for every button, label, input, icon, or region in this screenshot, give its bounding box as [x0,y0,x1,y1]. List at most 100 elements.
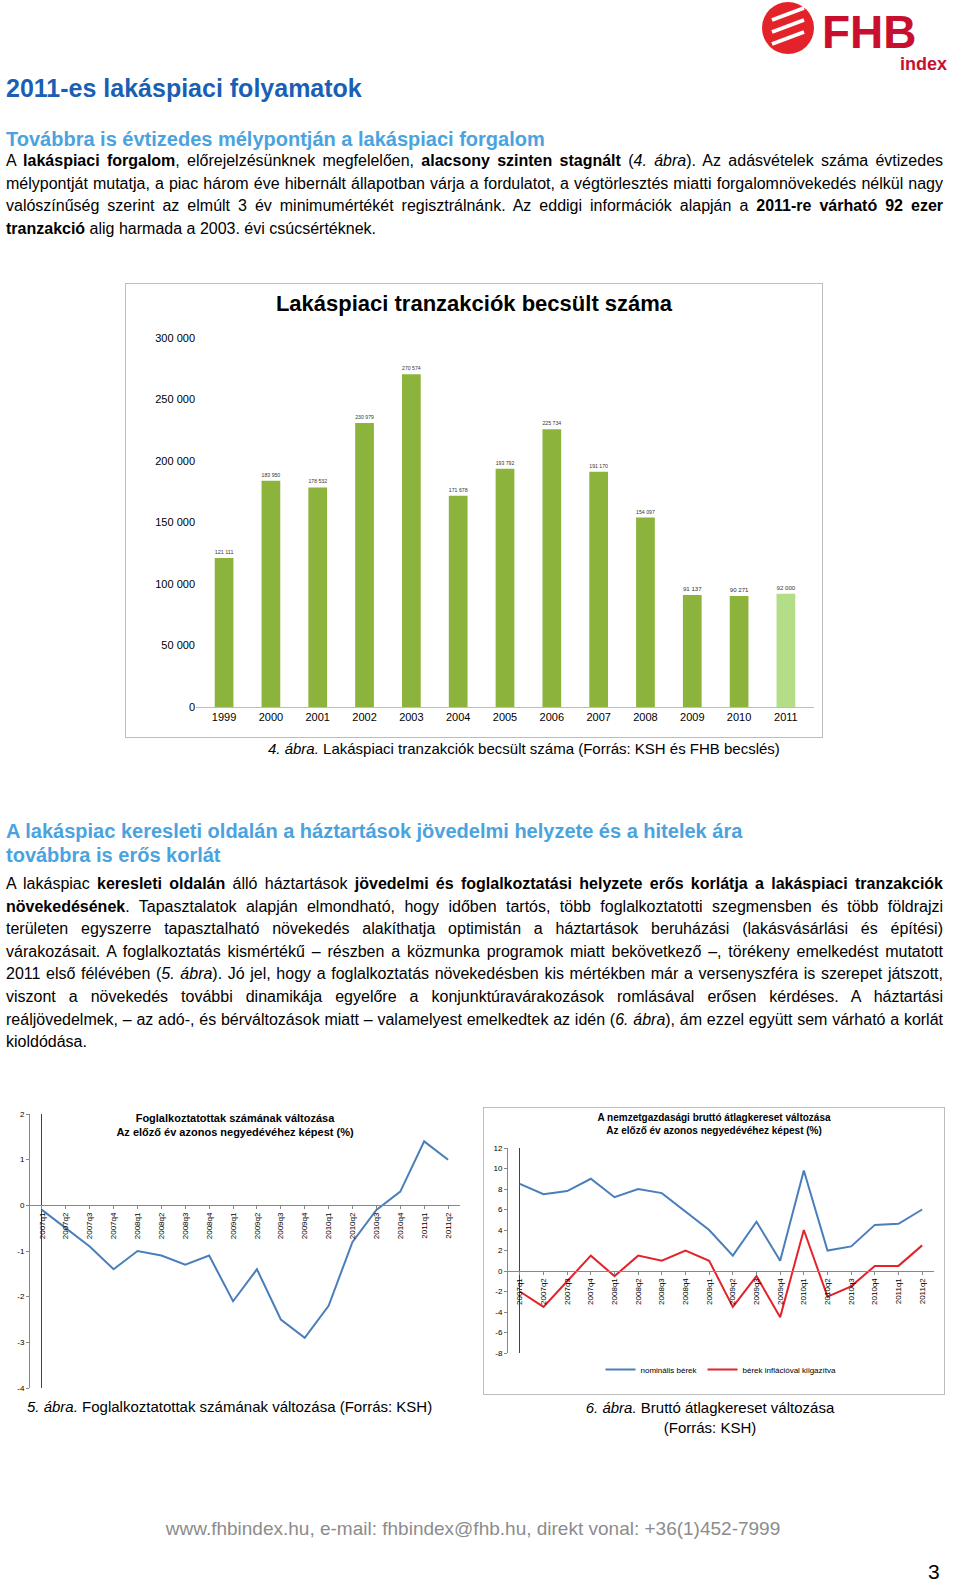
svg-text:2006: 2006 [540,711,564,723]
svg-text:2010q3: 2010q3 [847,1278,856,1305]
svg-text:10: 10 [493,1164,502,1173]
svg-text:0: 0 [498,1267,503,1276]
svg-text:-8: -8 [495,1349,503,1358]
svg-text:2007q1: 2007q1 [515,1278,524,1305]
svg-text:2010q2: 2010q2 [823,1278,832,1305]
svg-text:2007q1: 2007q1 [38,1212,47,1239]
svg-text:2007q3: 2007q3 [85,1212,94,1239]
svg-text:1999: 1999 [212,711,236,723]
svg-text:2010: 2010 [727,711,751,723]
svg-text:270 574: 270 574 [402,365,421,371]
html-text:Továbbra is évtizedes mélypont: Továbbra is évtizedes mélypontján a laká… [6,128,545,150]
svg-text:2008q1: 2008q1 [133,1212,142,1239]
svg-text:2007q4: 2007q4 [586,1278,595,1305]
svg-text:300 000: 300 000 [155,332,195,344]
svg-text:2008q3: 2008q3 [181,1212,190,1239]
svg-text:2009q1: 2009q1 [229,1212,238,1239]
svg-text:2009q3: 2009q3 [752,1278,761,1305]
svg-text:2010q1: 2010q1 [324,1212,333,1239]
svg-text:2007q2: 2007q2 [539,1278,548,1305]
svg-text:1: 1 [20,1155,25,1164]
html-text:A lakáspiac keresleti oldalán: A lakáspiac keresleti oldalán a háztartá… [6,820,743,842]
svg-text:178 532: 178 532 [308,478,327,484]
svg-text:Lakáspiaci tranzakciók becsült: Lakáspiaci tranzakciók becsült száma [276,291,673,316]
svg-text:2008q3: 2008q3 [657,1278,666,1305]
svg-text:2010q4: 2010q4 [870,1278,879,1305]
svg-text:2007q4: 2007q4 [109,1212,118,1239]
svg-text:0: 0 [189,701,195,713]
svg-text:-4: -4 [495,1308,503,1317]
html-text:A lakáspiac keresleti oldalán: A lakáspiac keresleti oldalán álló házta… [6,875,943,1051]
svg-text:2011q2: 2011q2 [444,1212,453,1239]
svg-text:191 170: 191 170 [589,463,608,469]
svg-text:index: index [900,54,947,74]
svg-text:2005: 2005 [493,711,517,723]
svg-text:2008q2: 2008q2 [634,1278,643,1305]
svg-text:2009: 2009 [680,711,704,723]
svg-text:2008q4: 2008q4 [205,1212,214,1239]
svg-text:2008q1: 2008q1 [610,1278,619,1305]
svg-text:12: 12 [493,1144,502,1153]
svg-text:2008: 2008 [633,711,657,723]
svg-text:6: 6 [498,1205,503,1214]
svg-text:2011: 2011 [774,711,798,723]
svg-text:2009q2: 2009q2 [253,1212,262,1239]
svg-text:FHB: FHB [822,6,917,58]
svg-text:2011q1: 2011q1 [894,1278,903,1305]
svg-text:193 792: 193 792 [496,460,515,466]
svg-text:150 000: 150 000 [155,516,195,528]
svg-text:-3: -3 [17,1338,25,1347]
svg-text:2009q2: 2009q2 [728,1278,737,1305]
svg-text:2010q3: 2010q3 [372,1212,381,1239]
svg-text:200 000: 200 000 [155,455,195,467]
svg-text:2009q4: 2009q4 [300,1212,309,1239]
html-text:2011-es lakáspiaci folyamatok: 2011-es lakáspiaci folyamatok [6,74,362,102]
svg-text:2010q4: 2010q4 [396,1212,405,1239]
svg-text:2011q2: 2011q2 [918,1278,927,1305]
svg-text:171 678: 171 678 [449,487,468,493]
svg-text:154 097: 154 097 [636,509,655,515]
svg-text:121 111: 121 111 [215,549,234,555]
svg-text:2002: 2002 [352,711,376,723]
svg-text:-2: -2 [17,1292,25,1301]
svg-text:2007: 2007 [586,711,610,723]
svg-text:2007q3: 2007q3 [563,1278,572,1305]
svg-text:2: 2 [498,1246,503,1255]
svg-text:2009q3: 2009q3 [276,1212,285,1239]
svg-text:-1: -1 [17,1247,25,1256]
svg-text:2010q2: 2010q2 [348,1212,357,1239]
svg-text:2009q1: 2009q1 [705,1278,714,1305]
svg-text:bérek inflációval kiigazítva: bérek inflációval kiigazítva [743,1366,836,1375]
svg-text:92 000: 92 000 [777,584,796,591]
svg-text:2007q2: 2007q2 [61,1212,70,1239]
svg-text:2009q4: 2009q4 [776,1278,785,1305]
svg-text:2008q4: 2008q4 [681,1278,690,1305]
svg-text:50 000: 50 000 [161,639,195,651]
svg-text:2: 2 [20,1110,25,1119]
svg-text:100 000: 100 000 [155,578,195,590]
svg-text:225 734: 225 734 [542,420,561,426]
svg-text:nominális bérek: nominális bérek [641,1366,698,1375]
svg-text:2008q2: 2008q2 [157,1212,166,1239]
svg-text:-6: -6 [495,1328,503,1337]
svg-text:230 979: 230 979 [355,414,374,420]
svg-text:91 137: 91 137 [683,585,702,592]
svg-text:0: 0 [20,1201,25,1210]
svg-text:A nemzetgazdasági bruttó átlag: A nemzetgazdasági bruttó átlagkereset vá… [597,1112,830,1136]
svg-text:250 000: 250 000 [155,393,195,405]
svg-text:2004: 2004 [446,711,470,723]
svg-text:2003: 2003 [399,711,423,723]
svg-text:Foglalkoztatottak számának vál: Foglalkoztatottak számának változásaAz e… [116,1112,354,1138]
svg-text:4: 4 [498,1226,503,1235]
html-text:továbbra is erős korlát: továbbra is erős korlát [6,844,221,866]
svg-text:2010q1: 2010q1 [799,1278,808,1305]
svg-text:8: 8 [498,1185,503,1194]
svg-text:90 271: 90 271 [730,586,749,593]
svg-text:2001: 2001 [305,711,329,723]
svg-text:2000: 2000 [259,711,283,723]
svg-text:2011q1: 2011q1 [420,1212,429,1239]
html-text:A lakáspiaci forgalom, előreje: A lakáspiaci forgalom, előrejelzésünknek… [6,152,943,237]
svg-text:183 950: 183 950 [262,472,281,478]
svg-text:-2: -2 [495,1287,503,1296]
svg-text:-4: -4 [17,1384,25,1393]
